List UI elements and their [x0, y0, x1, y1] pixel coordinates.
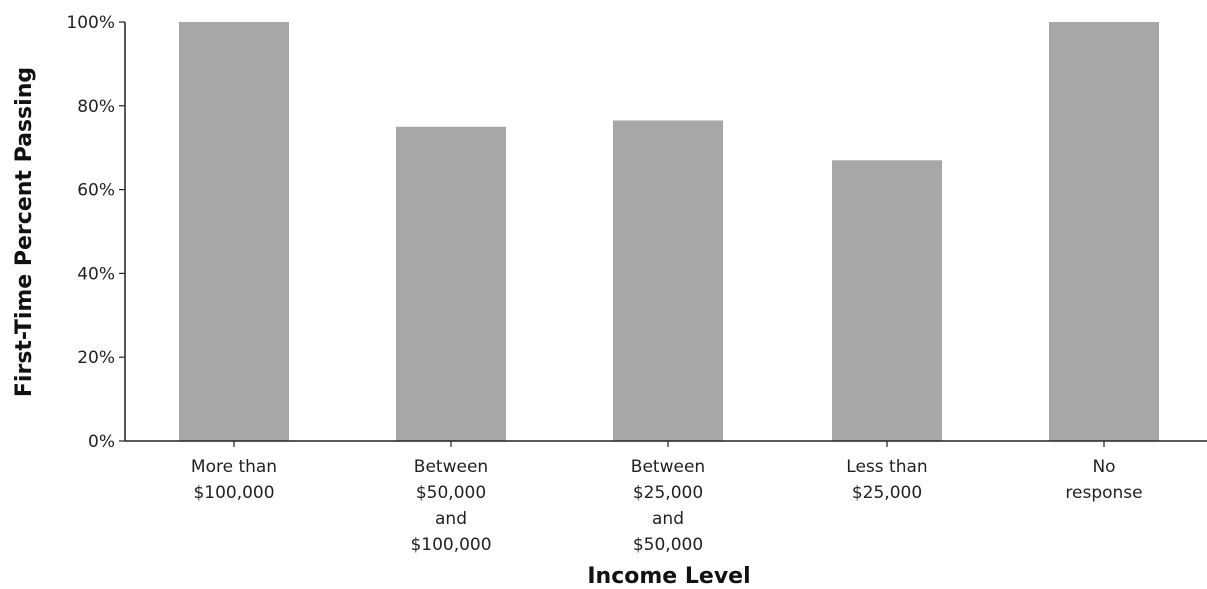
bar-3 — [832, 160, 942, 441]
y-tick-label: 40% — [77, 264, 115, 284]
x-tick-label-line: Between — [631, 457, 705, 477]
x-tick-label-line: $25,000 — [633, 483, 703, 503]
x-tick-label-line: Between — [414, 457, 488, 477]
x-tick-label-line: response — [1065, 483, 1142, 503]
x-tick-label-line: No — [1092, 457, 1115, 477]
y-tick-label: 60% — [77, 181, 115, 201]
x-tick-label: Between $50,000 and $100,000 — [410, 457, 491, 555]
x-tick-label: More than $100,000 — [191, 457, 277, 503]
x-tick-label-line: $50,000 — [633, 535, 703, 555]
x-tick-label-line: Less than — [846, 457, 927, 477]
x-tick-label-line: $25,000 — [852, 483, 922, 503]
bar-0 — [179, 22, 289, 441]
y-tick-label: 20% — [77, 348, 115, 368]
x-tick-label-line: More than — [191, 457, 277, 477]
y-axis-title: First-Time Percent Passing — [12, 67, 37, 397]
x-tick-label-line: and — [435, 509, 467, 529]
bar-2 — [613, 120, 723, 441]
x-tick-label-line: $100,000 — [193, 483, 274, 503]
bar-4 — [1049, 22, 1159, 441]
y-tick-label: 0% — [88, 432, 115, 452]
x-tick-label: Less than $25,000 — [846, 457, 927, 503]
y-tick-label: 100% — [66, 13, 115, 33]
x-axis-title: Income Level — [587, 564, 750, 589]
y-axis-ticks: 0% 20% 40% 60% 80% 100% — [66, 13, 125, 452]
x-tick-label: Between $25,000 and $50,000 — [631, 457, 705, 555]
bars — [179, 22, 1159, 441]
x-tick-label: No response — [1065, 457, 1142, 503]
x-tick-label-line: and — [652, 509, 684, 529]
y-tick-label: 80% — [77, 97, 115, 117]
x-tick-label-line: $100,000 — [410, 535, 491, 555]
x-tick-label-line: $50,000 — [416, 483, 486, 503]
bar-1 — [396, 126, 506, 441]
x-axis-ticks: More than $100,000 Between $50,000 and $100,0… — [191, 441, 1143, 555]
